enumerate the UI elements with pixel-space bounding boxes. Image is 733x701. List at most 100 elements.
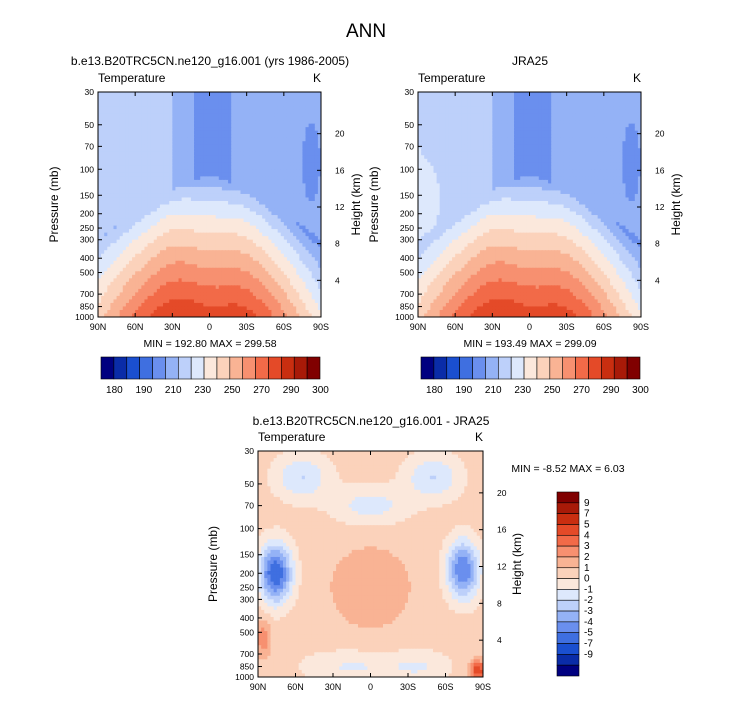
field-cell (473, 102, 478, 107)
field-cell (125, 165, 130, 170)
field-cell (249, 106, 254, 111)
field-cell (520, 95, 524, 100)
field-cell (206, 151, 211, 156)
field-cell (187, 92, 192, 97)
field-cell (237, 278, 242, 283)
field-cell (150, 267, 155, 272)
field-cell (101, 232, 105, 237)
field-cell (240, 109, 245, 114)
field-cell (212, 292, 217, 297)
field-cell (184, 99, 189, 104)
field-cell (181, 257, 186, 262)
field-cell (147, 309, 152, 315)
field-cell (144, 176, 149, 181)
field-cell (541, 92, 546, 97)
field-cell (187, 183, 192, 188)
field-cell (299, 292, 304, 297)
field-cell (252, 257, 257, 262)
field-cell (197, 148, 201, 153)
field-cell (135, 92, 139, 97)
field-cell (455, 99, 459, 104)
field-cell (212, 137, 217, 142)
field-cell (206, 186, 211, 192)
field-cell (215, 95, 220, 100)
field-cell (268, 127, 273, 132)
field-cell (246, 215, 251, 220)
field-cell (262, 95, 266, 100)
field-cell (507, 99, 512, 104)
field-cell (190, 243, 195, 248)
field-cell (271, 271, 276, 276)
field-cell (107, 186, 111, 192)
field-cell (237, 127, 242, 132)
field-cell (427, 99, 431, 104)
field-cell (246, 116, 251, 121)
field-cell (302, 144, 307, 149)
field-cell (286, 229, 291, 234)
field-cell (600, 102, 605, 107)
field-cell (305, 292, 310, 297)
field-cell (132, 165, 136, 170)
field-cell (122, 306, 127, 311)
field-cell (231, 165, 235, 170)
field-cell (203, 309, 208, 315)
field-cell (286, 190, 291, 195)
field-cell (317, 106, 321, 111)
field-cell (135, 218, 139, 223)
field-cell (197, 99, 201, 104)
field-cell (293, 225, 297, 230)
field-cell (231, 183, 235, 188)
field-cell (169, 250, 173, 255)
field-cell (197, 130, 201, 135)
field-cell (150, 120, 155, 125)
field-cell (166, 193, 170, 199)
field-cell (206, 281, 211, 286)
field-cell (283, 123, 288, 128)
field-cell (104, 102, 108, 107)
field-cell (262, 292, 266, 297)
field-cell (317, 183, 321, 188)
field-cell (218, 264, 223, 269)
field-cell (150, 232, 155, 237)
field-cell (200, 141, 204, 146)
field-cell (299, 218, 304, 223)
field-cell (159, 116, 164, 121)
field-cell (246, 313, 251, 317)
field-cell (178, 236, 183, 241)
field-cell (190, 264, 195, 269)
field-cell (234, 208, 238, 213)
field-cell (141, 264, 146, 269)
field-cell (190, 267, 195, 272)
field-cell (314, 204, 319, 209)
field-cell (249, 193, 254, 199)
field-cell (252, 193, 257, 199)
field-cell (209, 186, 214, 192)
field-cell (147, 186, 152, 192)
field-cell (557, 102, 562, 107)
field-cell (141, 179, 146, 185)
field-cell (141, 165, 146, 170)
field-cell (197, 109, 201, 114)
field-cell (311, 306, 316, 311)
field-cell (311, 134, 316, 139)
field-cell (184, 274, 189, 279)
field-cell (212, 151, 217, 156)
colorbar-box (152, 356, 166, 380)
field-cell (277, 243, 282, 248)
field-cell (218, 281, 223, 286)
field-cell (104, 222, 108, 227)
field-cell (150, 134, 155, 139)
field-cell (262, 99, 266, 104)
field-cell (237, 169, 242, 174)
field-cell (190, 197, 195, 202)
field-cell (172, 257, 177, 262)
field-cell (200, 99, 204, 104)
field-cell (119, 169, 124, 174)
field-cell (259, 158, 263, 163)
field-cell (296, 134, 300, 139)
field-cell (317, 123, 321, 128)
field-cell (314, 271, 319, 276)
field-cell (200, 274, 204, 279)
field-cell (268, 236, 273, 241)
field-cell (107, 281, 111, 286)
